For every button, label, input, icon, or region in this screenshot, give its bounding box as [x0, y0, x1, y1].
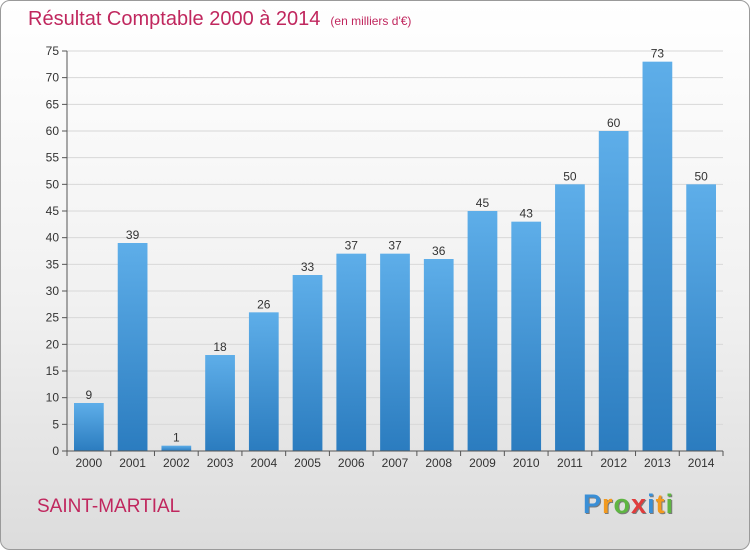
logo-letter: x: [631, 489, 648, 519]
data-label: 37: [388, 239, 402, 253]
data-label: 26: [257, 297, 271, 311]
logo-letter: t: [655, 489, 666, 519]
bar-2012: [598, 131, 629, 451]
bar-2007: [380, 253, 410, 451]
bar-2010: [511, 221, 542, 451]
y-tick-label: 25: [46, 311, 60, 325]
bar-2009: [467, 211, 498, 451]
data-label: 73: [651, 47, 665, 61]
data-label: 60: [607, 116, 621, 130]
data-label: 39: [126, 228, 140, 242]
y-tick-label: 65: [46, 97, 60, 111]
bar-2005: [292, 275, 323, 451]
y-tick-label: 15: [46, 364, 60, 378]
y-tick-label: 50: [46, 177, 60, 191]
y-tick-label: 30: [46, 284, 60, 298]
logo-letter: o: [613, 489, 632, 519]
data-label: 43: [520, 207, 534, 221]
bar-2002: [161, 445, 192, 451]
y-tick-label: 0: [52, 444, 59, 458]
y-tick-label: 35: [46, 257, 60, 271]
y-tick-label: 70: [46, 71, 60, 85]
logo-letter: P: [583, 489, 603, 519]
bar-2014: [686, 184, 717, 452]
proxiti-logo: Proxiti: [583, 489, 674, 520]
x-tick-label: 2011: [557, 456, 583, 470]
title-text: Résultat Comptable 2000 à 2014: [28, 8, 321, 30]
x-tick-label: 2002: [163, 456, 190, 470]
chart-subtitle: (en milliers d'€): [330, 14, 412, 28]
bar-2013: [642, 61, 673, 452]
data-label: 9: [86, 388, 93, 402]
logo-letter: i: [665, 489, 675, 519]
commune-name: SAINT-MARTIAL: [37, 496, 181, 517]
x-tick-label: 2012: [600, 456, 627, 470]
data-label: 50: [694, 169, 708, 183]
bar-2001: [117, 243, 148, 451]
data-label: 50: [563, 169, 577, 183]
y-axis-ticks: 0 5 10 15 20 25 30 35 40 45 50 55 60 65 70 75: [46, 44, 67, 458]
bar-2004: [248, 312, 279, 451]
logo-letter: i: [647, 489, 656, 519]
y-tick-label: 75: [46, 44, 60, 58]
y-tick-label: 60: [46, 124, 60, 138]
x-tick-label: 2007: [382, 456, 409, 470]
data-label: 37: [345, 239, 359, 253]
x-tick-label: 2001: [119, 456, 146, 470]
logo-letter: r: [602, 489, 614, 519]
y-tick-label: 5: [52, 417, 59, 431]
data-label: 45: [476, 196, 490, 210]
y-tick-label: 45: [46, 204, 60, 218]
x-tick-label: 2006: [338, 456, 365, 470]
y-tick-label: 55: [46, 151, 60, 165]
bar-chart: 0 5 10 15 20 25 30 35 40 45 50 55 60 65 70 75 9 39 1 18 26 3…: [46, 44, 724, 470]
bar-2000: [73, 403, 104, 451]
chart-title: Résultat Comptable 2000 à 2014 (en millie…: [28, 8, 411, 31]
x-axis-ticks: 2000 2001 2002 2003 2004 2005 2006 2007 2008 2009…: [66, 451, 724, 470]
bar-2003: [205, 355, 235, 451]
x-tick-label: 2009: [469, 456, 496, 470]
bar-2006: [336, 253, 367, 451]
data-label: 1: [173, 431, 180, 445]
x-tick-label: 2004: [250, 456, 277, 470]
x-tick-label: 2013: [644, 456, 671, 470]
x-tick-label: 2008: [425, 456, 452, 470]
bar-2008: [423, 259, 454, 451]
data-label: 18: [213, 340, 227, 354]
x-tick-label: 2005: [294, 456, 321, 470]
bars: [73, 61, 717, 452]
x-tick-label: 2000: [76, 456, 103, 470]
data-label: 36: [432, 244, 446, 258]
y-tick-label: 20: [46, 337, 60, 351]
bar-2011: [555, 184, 585, 452]
x-tick-label: 2010: [513, 456, 540, 470]
data-labels: 9 39 1 18 26 33 37 37 36 45 43 50 60 73 50: [86, 47, 709, 445]
data-label: 33: [301, 260, 315, 274]
y-tick-label: 40: [46, 231, 60, 245]
x-tick-label: 2014: [688, 456, 715, 470]
x-tick-label: 2003: [207, 456, 234, 470]
y-tick-label: 10: [46, 391, 60, 405]
